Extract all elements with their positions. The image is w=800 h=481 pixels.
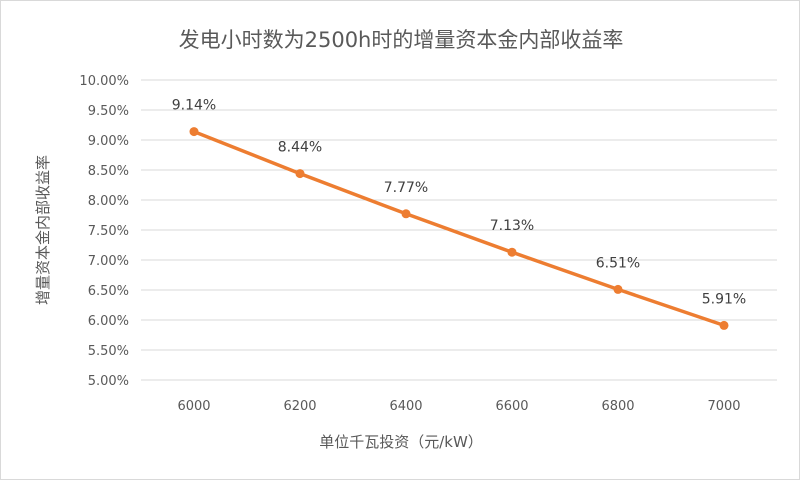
data-point	[507, 247, 517, 257]
x-tick-label: 6800	[601, 399, 634, 414]
data-label: 7.13%	[490, 218, 534, 234]
x-tick-label: 6400	[389, 399, 422, 414]
y-tick-label: 9.50%	[88, 104, 129, 119]
y-axis-label: 增量资本金内部收益率	[34, 155, 52, 305]
y-tick-label: 8.00%	[88, 194, 129, 209]
data-label: 5.91%	[702, 291, 746, 307]
data-label: 7.77%	[384, 180, 428, 196]
y-tick-label: 5.50%	[88, 344, 129, 359]
data-point	[401, 209, 411, 219]
x-axis-label: 单位千瓦投资（元/kW）	[319, 433, 483, 451]
series-group	[189, 127, 729, 330]
series-line	[192, 129, 726, 328]
y-tick-label: 5.00%	[88, 374, 129, 389]
y-tick-label: 7.00%	[88, 254, 129, 269]
y-tick-label: 10.00%	[79, 74, 129, 89]
chart-title: 发电小时数为2500h时的增量资本金内部收益率	[179, 28, 624, 52]
y-tick-label: 7.50%	[88, 224, 129, 239]
y-tick-label: 8.50%	[88, 164, 129, 179]
data-labels: 9.14% 8.44% 7.77% 7.13% 6.51% 5.91%	[172, 98, 746, 308]
y-tick-label: 6.50%	[88, 284, 129, 299]
x-tick-label: 6600	[495, 399, 528, 414]
x-tick-label: 6200	[283, 399, 316, 414]
x-tick-label: 6000	[177, 399, 210, 414]
data-point	[719, 320, 729, 330]
y-tick-label: 9.00%	[88, 134, 129, 149]
gridlines	[141, 79, 777, 381]
x-tick-labels: 6000 6200 6400 6600 6800 7000	[177, 399, 740, 414]
y-tick-labels: 5.00% 5.50% 6.00% 6.50% 7.00% 7.50% 8.00% 8.50%…	[79, 74, 129, 389]
data-label: 9.14%	[172, 98, 216, 114]
data-point	[189, 127, 199, 137]
x-tick-label: 7000	[707, 399, 740, 414]
data-label: 6.51%	[596, 255, 640, 271]
data-label: 8.44%	[278, 140, 322, 156]
data-point	[613, 284, 623, 294]
data-point	[295, 169, 305, 179]
y-tick-label: 6.00%	[88, 314, 129, 329]
